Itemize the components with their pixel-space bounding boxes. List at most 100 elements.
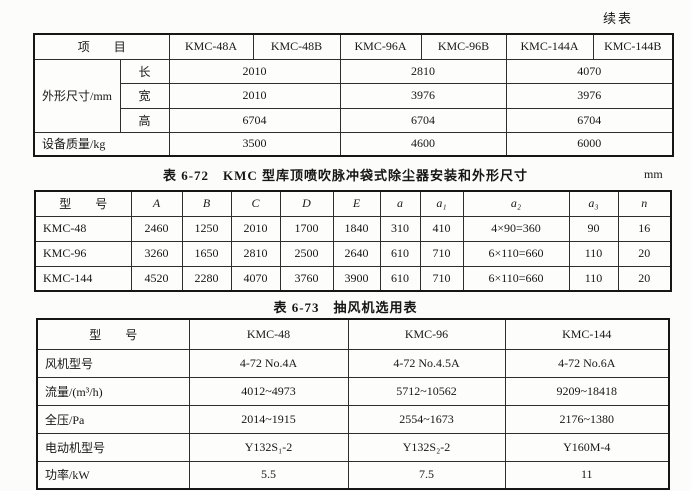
cell: 2640 <box>332 240 381 267</box>
row-label-pressure: 全压/Pa <box>36 404 190 434</box>
cell: 710 <box>419 265 464 292</box>
table-row: 高 6704 6704 6704 <box>34 107 674 133</box>
cell: 3900 <box>332 265 381 292</box>
cell: 3260 <box>130 240 183 267</box>
table-672-unit: mm <box>644 167 663 181</box>
table-header-row: 型 号 KMC-48 KMC-96 KMC-144 <box>36 318 670 350</box>
cell: 3976 <box>505 82 674 109</box>
cell: 6×110=660 <box>462 240 570 267</box>
cell: 2014~1915 <box>188 404 349 434</box>
row-sublabel: 长 <box>119 58 170 84</box>
table-row: 设备质量/kg 3500 4600 6000 <box>33 131 674 157</box>
table-header-row: 型 号 A B C D E a a₁ a₂ a₃ n <box>34 190 672 217</box>
cell: 4070 <box>505 58 674 84</box>
table-row: 电动机型号 Y132S₁-2 Y132S₂-2 Y160M-4 <box>36 432 670 462</box>
cell: 2280 <box>181 265 232 292</box>
cell: 20 <box>617 265 672 292</box>
cell: 610 <box>379 240 421 267</box>
cell: 3760 <box>279 265 334 292</box>
header-cell-D: D <box>279 190 334 217</box>
cell: 4-72 No.4.5A <box>347 348 506 378</box>
cell: 1840 <box>332 215 381 242</box>
cell: 310 <box>379 215 421 242</box>
header-cell-B: B <box>181 190 232 217</box>
cell: 90 <box>568 215 619 242</box>
cell: 110 <box>568 240 619 267</box>
cell: 16 <box>617 215 672 242</box>
row-sublabel: 宽 <box>119 82 170 109</box>
table-row: KMC-96 3260 1650 2810 2500 2640 610 710 … <box>34 240 672 267</box>
cell: 4-72 No.6A <box>504 348 670 378</box>
table-row: KMC-144 4520 2280 4070 3760 3900 610 710… <box>34 265 672 292</box>
header-cell-kmc144: KMC-144 <box>504 318 670 350</box>
table-673-title: 表 6-73 抽风机选用表 <box>273 300 418 315</box>
table-row: 流量/(m³/h) 4012~4973 5712~10562 9209~1841… <box>36 376 670 406</box>
row-label-model: KMC-144 <box>34 265 132 292</box>
header-cell-a1: a₁ <box>419 190 464 217</box>
cell: 2176~1380 <box>504 404 670 434</box>
table-row: 外形尺寸/mm 长 2010 2810 4070 <box>33 58 674 133</box>
cell: 11 <box>504 460 670 490</box>
cell: 5.5 <box>188 460 349 490</box>
header-cell-a2: a₂ <box>462 190 570 217</box>
header-cell-E: E <box>332 190 381 217</box>
cell: 2010 <box>168 58 341 84</box>
fan-selection-table: 型 号 KMC-48 KMC-96 KMC-144 风机型号 4-72 No.4… <box>36 318 670 490</box>
row-label-flow: 流量/(m³/h) <box>36 376 190 406</box>
cell: 6000 <box>505 131 674 157</box>
cell: 3976 <box>339 82 507 109</box>
cell: Y160M-4 <box>504 432 670 462</box>
cell: 5712~10562 <box>347 376 506 406</box>
header-cell-model: 型 号 <box>36 318 190 350</box>
cell: 2500 <box>279 240 334 267</box>
cell: 20 <box>617 240 672 267</box>
header-cell-model: KMC-96A <box>339 33 422 60</box>
continuation-label: 续表 <box>603 11 634 26</box>
cell: 4×90=360 <box>462 215 570 242</box>
cell: 7.5 <box>347 460 506 490</box>
cell: 2010 <box>230 215 281 242</box>
table-row: 宽 2010 3976 3976 <box>34 82 674 109</box>
cell: Y132S₂-2 <box>347 432 506 462</box>
row-label-model: KMC-96 <box>34 240 132 267</box>
table-row: 全压/Pa 2014~1915 2554~1673 2176~1380 <box>36 404 670 434</box>
cell: 4012~4973 <box>188 376 349 406</box>
table-672-title: 表 6-72 KMC 型库顶喷吹脉冲袋式除尘器安装和外形尺寸 <box>162 168 529 183</box>
cell: 6704 <box>168 107 341 133</box>
cell: 4600 <box>339 131 507 157</box>
table-row: 功率/kW 5.5 7.5 11 <box>36 460 670 490</box>
cell: 2010 <box>168 82 341 109</box>
cell: 1650 <box>181 240 232 267</box>
header-cell-C: C <box>230 190 281 217</box>
row-label-fan-model: 风机型号 <box>36 348 190 378</box>
header-cell-kmc96: KMC-96 <box>347 318 506 350</box>
cell: 2460 <box>130 215 183 242</box>
cell: 710 <box>419 240 464 267</box>
header-cell-item: 项 目 <box>33 33 170 60</box>
row-label-motor-model: 电动机型号 <box>36 432 190 462</box>
row-label-power: 功率/kW <box>36 460 190 490</box>
header-cell-a: a <box>379 190 421 217</box>
header-cell-a3: a₃ <box>568 190 619 217</box>
table-row: 风机型号 4-72 No.4A 4-72 No.4.5A 4-72 No.6A <box>36 348 670 378</box>
cell: 110 <box>568 265 619 292</box>
cell: 6704 <box>339 107 507 133</box>
header-cell-model: 型 号 <box>34 190 132 217</box>
cell: 610 <box>379 265 421 292</box>
row-label-dimensions: 外形尺寸/mm <box>33 58 121 133</box>
cell: 410 <box>419 215 464 242</box>
cell: 4520 <box>130 265 183 292</box>
cell: 1700 <box>279 215 334 242</box>
cell: 1250 <box>181 215 232 242</box>
row-label-model: KMC-48 <box>34 215 132 242</box>
row-sublabel: 高 <box>119 107 170 133</box>
header-cell-model: KMC-144B <box>592 33 674 60</box>
header-cell-model: KMC-48B <box>252 33 341 60</box>
cell: 6704 <box>505 107 674 133</box>
dimensions-table: 项 目 KMC-48A KMC-48B KMC-96A KMC-96B KMC-… <box>33 33 675 157</box>
header-cell-A: A <box>130 190 183 217</box>
header-cell-n: n <box>617 190 672 217</box>
header-cell-model: KMC-48A <box>168 33 254 60</box>
installation-dimensions-table: 型 号 A B C D E a a₁ a₂ a₃ n KMC-48 2460 1… <box>34 190 672 292</box>
